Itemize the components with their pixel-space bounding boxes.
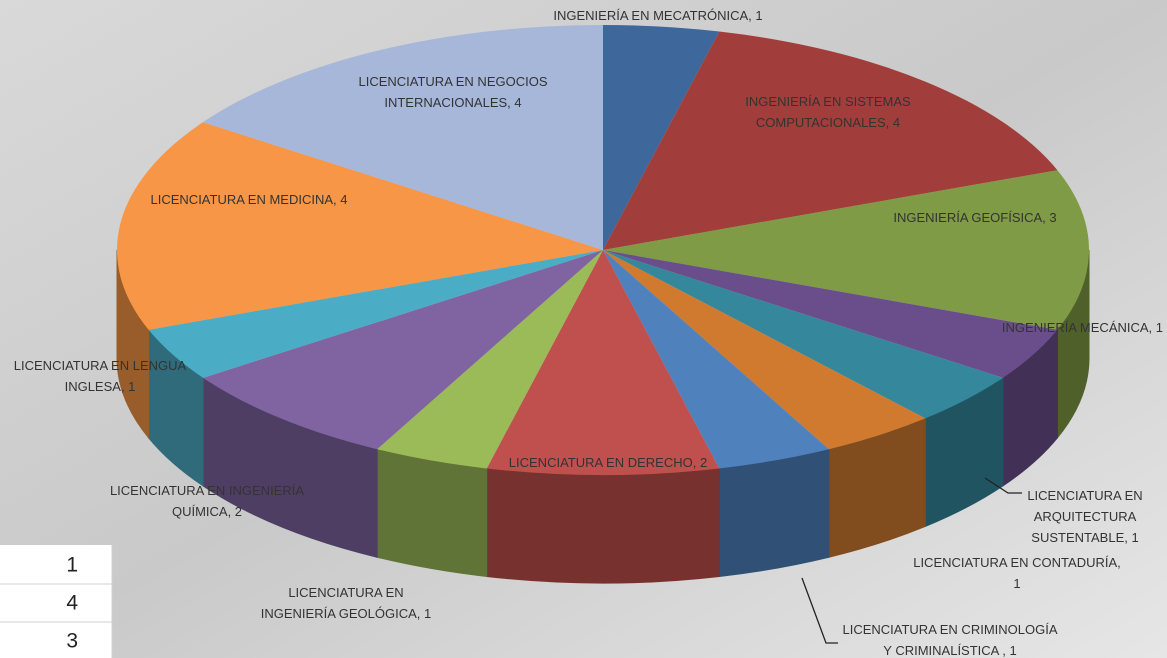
data-label-line: LICENCIATURA EN INGENIERÍA bbox=[110, 483, 304, 498]
chart: INGENIERÍA EN MECATRÓNICA, 1 INGENIERÍA E… bbox=[0, 0, 1167, 658]
data-label-line: COMPUTACIONALES, 4 bbox=[756, 115, 900, 130]
slice-side bbox=[487, 468, 720, 583]
data-label: LICENCIATURA EN MEDICINA, 4 bbox=[151, 192, 348, 207]
data-label-line: LICENCIATURA EN bbox=[1027, 488, 1142, 503]
data-label-line: LICENCIATURA EN CRIMINOLOGÍA bbox=[842, 622, 1057, 637]
data-label-line: SUSTENTABLE, 1 bbox=[1031, 530, 1138, 545]
table-cell: 4 bbox=[66, 592, 78, 615]
slice-side bbox=[377, 449, 487, 576]
data-label: INGENIERÍA GEOFÍSICA, 3 bbox=[893, 210, 1056, 225]
data-label: INGENIERÍA EN MECATRÓNICA, 1 bbox=[553, 8, 762, 23]
data-label-line: ARQUITECTURA bbox=[1034, 509, 1137, 524]
data-label-line: LICENCIATURA EN MEDICINA, 4 bbox=[151, 192, 348, 207]
data-label-line: INGENIERÍA EN MECATRÓNICA, 1 bbox=[553, 8, 762, 23]
data-label-line: LICENCIATURA EN LENGUA bbox=[14, 358, 187, 373]
data-label-line: LICENCIATURA EN DERECHO, 2 bbox=[509, 455, 707, 470]
data-label-line: INGENIERÍA GEOFÍSICA, 3 bbox=[893, 210, 1056, 225]
data-label-line: QUÍMICA, 2 bbox=[172, 504, 242, 519]
data-label-line: INGENIERÍA MECÁNICA, 1 bbox=[1002, 320, 1163, 335]
data-label-line: INTERNACIONALES, 4 bbox=[384, 95, 521, 110]
table-cell: 1 bbox=[66, 554, 78, 577]
data-label-line: LICENCIATURA EN CONTADURÍA, bbox=[913, 555, 1121, 570]
table-fragment bbox=[0, 545, 112, 658]
data-label-line: INGLESA, 1 bbox=[65, 379, 136, 394]
slice-side bbox=[719, 449, 829, 576]
data-label-line: LICENCIATURA EN NEGOCIOS bbox=[358, 74, 547, 89]
table-cell: 3 bbox=[66, 630, 78, 653]
data-label: LICENCIATURA EN DERECHO, 2 bbox=[509, 455, 707, 470]
data-label-line: LICENCIATURA EN bbox=[288, 585, 403, 600]
data-label-line: INGENIERÍA GEOLÓGICA, 1 bbox=[261, 606, 432, 621]
data-label: LICENCIATURA EN ARQUITECTURA SUSTENTABLE, … bbox=[1027, 488, 1142, 545]
data-label-line: 1 bbox=[1013, 576, 1020, 591]
data-label-line: INGENIERÍA EN SISTEMAS bbox=[745, 94, 911, 109]
data-label: INGENIERÍA MECÁNICA, 1 bbox=[1002, 320, 1163, 335]
data-label-line: Y CRIMINALÍSTICA , 1 bbox=[883, 643, 1016, 658]
